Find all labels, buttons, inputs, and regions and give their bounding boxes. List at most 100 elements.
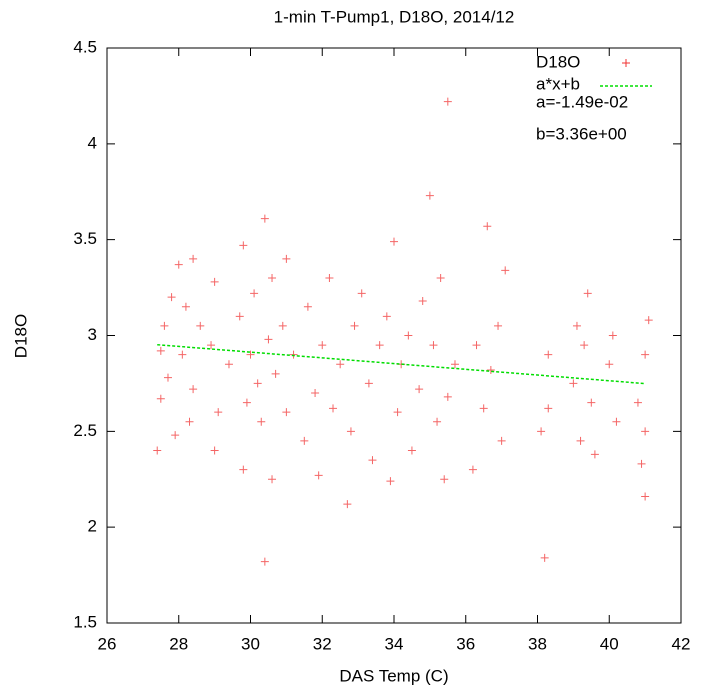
point [472, 341, 481, 350]
point [350, 321, 359, 330]
point [224, 360, 233, 369]
point [572, 321, 581, 330]
legend-marker [622, 59, 630, 67]
point [336, 360, 345, 369]
point [569, 379, 578, 388]
point [605, 360, 614, 369]
legend-label: a*x+b [536, 74, 580, 93]
fit-line [157, 343, 646, 385]
point [282, 408, 291, 417]
point [608, 331, 617, 340]
point [329, 404, 338, 413]
point [260, 214, 269, 223]
point [325, 274, 334, 282]
point [196, 321, 205, 330]
point [318, 341, 327, 350]
point [271, 369, 280, 378]
point [404, 331, 413, 340]
y-tick-label: 1.5 [73, 612, 97, 631]
x-tick-label: 34 [385, 634, 404, 653]
point [415, 385, 424, 394]
point [346, 427, 355, 436]
point [178, 350, 187, 359]
chart-title: 1-min T-Pump1, D18O, 2014/12 [274, 7, 515, 26]
point [537, 427, 546, 436]
point [163, 373, 172, 382]
point [268, 475, 277, 484]
point [436, 274, 445, 282]
point [486, 366, 495, 374]
point [210, 446, 219, 455]
point [641, 427, 650, 436]
point [637, 459, 646, 468]
point [257, 417, 266, 426]
point [171, 431, 180, 440]
point [311, 389, 320, 397]
x-tick-label: 28 [169, 634, 188, 653]
point [368, 456, 377, 465]
point [433, 417, 442, 426]
point [501, 266, 510, 275]
point [440, 475, 449, 484]
point [576, 436, 585, 445]
point [390, 237, 398, 246]
x-tick-label: 32 [313, 634, 332, 653]
point [343, 500, 352, 509]
point [253, 379, 262, 388]
point [612, 417, 621, 426]
x-tick-label: 30 [241, 634, 260, 653]
y-tick-label: 4.5 [73, 37, 97, 56]
y-tick-label: 4 [88, 133, 97, 152]
point [375, 341, 384, 350]
point [429, 341, 438, 350]
point [483, 222, 492, 231]
point [443, 392, 452, 401]
point [214, 408, 223, 417]
point [189, 254, 198, 263]
point [189, 385, 198, 394]
point [479, 404, 488, 413]
point [268, 274, 277, 282]
annotation: a=-1.49e-02 [536, 92, 628, 111]
point [644, 316, 653, 325]
point [443, 97, 452, 106]
point [185, 417, 194, 426]
point [303, 302, 312, 311]
x-tick-label: 40 [600, 634, 619, 653]
point [235, 312, 244, 321]
x-tick-label: 42 [672, 634, 691, 653]
point [382, 312, 391, 321]
y-tick-label: 3.5 [73, 229, 97, 248]
point [210, 277, 219, 286]
point [314, 471, 323, 480]
point [544, 350, 553, 359]
point [207, 341, 216, 350]
y-tick-label: 2.5 [73, 421, 97, 440]
point [282, 254, 291, 263]
point [364, 379, 373, 388]
point [153, 446, 162, 455]
point [239, 241, 248, 250]
x-tick-label: 26 [98, 634, 117, 653]
legend-label: D18O [536, 52, 580, 71]
point [590, 450, 599, 459]
point [278, 321, 287, 330]
point [239, 465, 248, 474]
point [250, 289, 259, 298]
point [641, 350, 650, 359]
point [540, 553, 549, 562]
point [425, 191, 434, 200]
x-tick-label: 38 [528, 634, 547, 653]
point [544, 404, 553, 413]
point [580, 341, 589, 350]
point [156, 394, 165, 403]
point [587, 398, 596, 407]
point [174, 260, 183, 269]
point [160, 321, 169, 330]
point [641, 492, 650, 501]
point [156, 346, 165, 355]
point [494, 321, 503, 330]
point [181, 302, 190, 311]
point [289, 350, 298, 359]
